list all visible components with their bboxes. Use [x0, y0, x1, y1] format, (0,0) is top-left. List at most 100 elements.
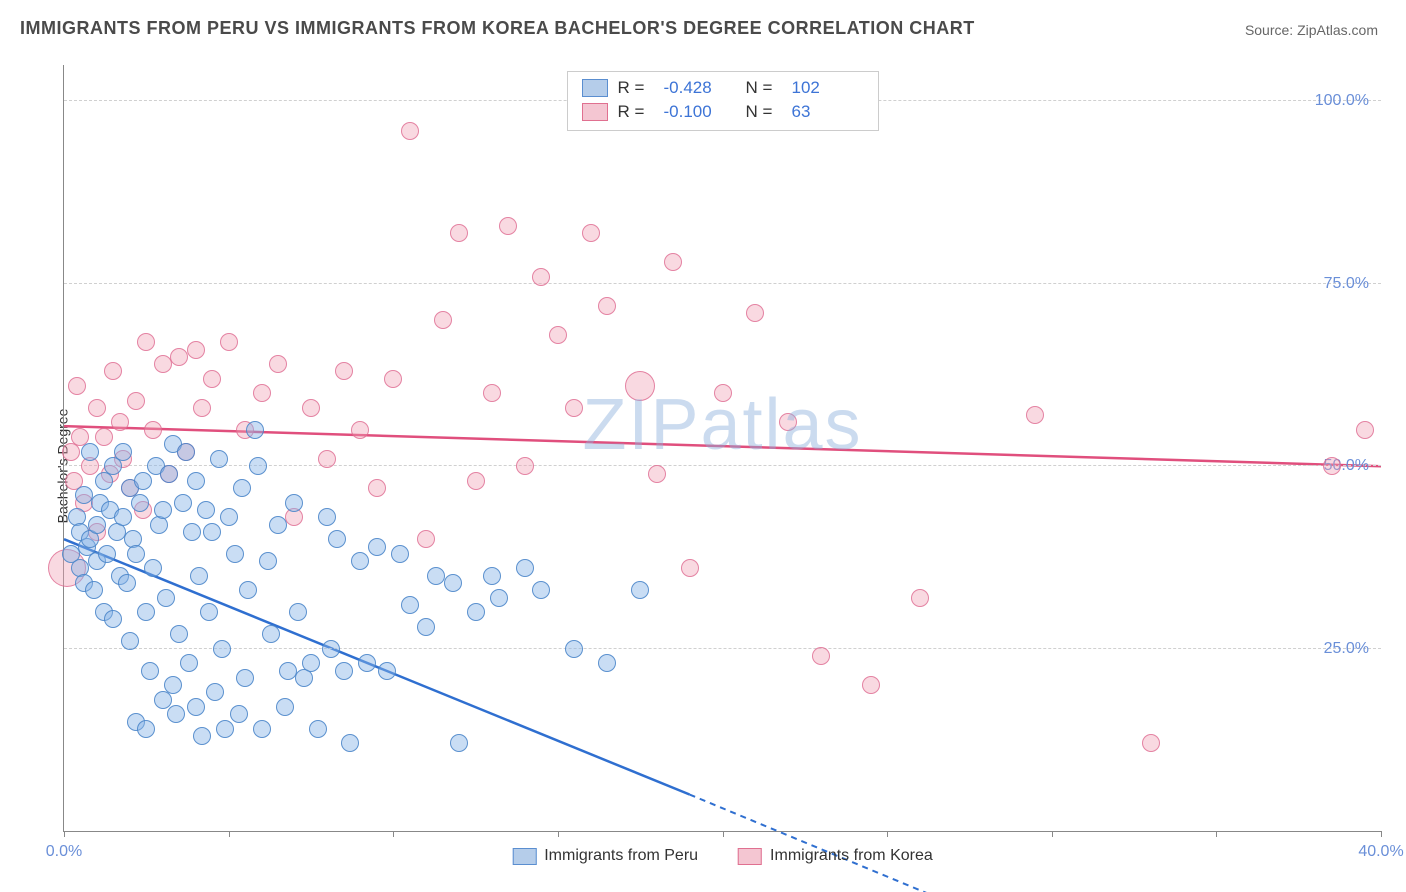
data-point-peru: [134, 472, 152, 490]
data-point-peru: [118, 574, 136, 592]
gridline: [64, 648, 1381, 649]
data-point-peru: [276, 698, 294, 716]
data-point-korea: [549, 326, 567, 344]
data-point-korea: [450, 224, 468, 242]
trend-lines: [64, 65, 1381, 831]
data-point-korea: [779, 413, 797, 431]
data-point-peru: [391, 545, 409, 563]
legend-r-value-korea: -0.100: [664, 100, 736, 124]
source-link[interactable]: ZipAtlas.com: [1297, 22, 1378, 38]
legend-swatch-korea: [582, 103, 608, 121]
data-point-korea: [127, 392, 145, 410]
data-point-peru: [358, 654, 376, 672]
legend-n-label: N =: [746, 100, 782, 124]
data-point-korea: [154, 355, 172, 373]
data-point-peru: [131, 494, 149, 512]
data-point-peru: [239, 581, 257, 599]
data-point-korea: [483, 384, 501, 402]
data-point-peru: [137, 720, 155, 738]
data-point-korea: [187, 341, 205, 359]
xtick: [887, 831, 888, 837]
data-point-korea: [68, 377, 86, 395]
data-point-korea: [302, 399, 320, 417]
data-point-korea: [582, 224, 600, 242]
ytick-label: 75.0%: [1324, 275, 1369, 293]
data-point-peru: [75, 486, 93, 504]
data-point-korea: [648, 465, 666, 483]
data-point-korea: [812, 647, 830, 665]
chart-title: IMMIGRANTS FROM PERU VS IMMIGRANTS FROM …: [20, 18, 975, 39]
data-point-peru: [269, 516, 287, 534]
data-point-peru: [565, 640, 583, 658]
data-point-korea: [137, 333, 155, 351]
legend-n-label: N =: [746, 76, 782, 100]
series-label-peru: Immigrants from Peru: [544, 847, 698, 865]
data-point-peru: [378, 662, 396, 680]
data-point-korea: [335, 362, 353, 380]
data-point-peru: [401, 596, 419, 614]
data-point-peru: [104, 610, 122, 628]
data-point-korea: [598, 297, 616, 315]
data-point-korea: [384, 370, 402, 388]
data-point-korea: [714, 384, 732, 402]
data-point-korea: [911, 589, 929, 607]
data-point-peru: [88, 516, 106, 534]
data-point-peru: [532, 581, 550, 599]
data-point-peru: [187, 698, 205, 716]
data-point-korea: [1026, 406, 1044, 424]
data-point-korea: [417, 530, 435, 548]
legend-n-value-korea: 63: [792, 100, 864, 124]
data-point-peru: [246, 421, 264, 439]
data-point-korea: [144, 421, 162, 439]
xtick: [229, 831, 230, 837]
data-point-korea: [88, 399, 106, 417]
data-point-peru: [190, 567, 208, 585]
data-point-peru: [164, 676, 182, 694]
data-point-peru: [483, 567, 501, 585]
gridline: [64, 283, 1381, 284]
data-point-peru: [598, 654, 616, 672]
series-label-korea: Immigrants from Korea: [770, 847, 933, 865]
trend-line-dashed-peru: [690, 795, 953, 892]
data-point-peru: [81, 443, 99, 461]
data-point-peru: [226, 545, 244, 563]
data-point-peru: [309, 720, 327, 738]
data-point-peru: [85, 581, 103, 599]
data-point-peru: [206, 683, 224, 701]
data-point-peru: [253, 720, 271, 738]
data-point-peru: [444, 574, 462, 592]
data-point-peru: [141, 662, 159, 680]
data-point-peru: [631, 581, 649, 599]
data-point-peru: [230, 705, 248, 723]
data-point-korea: [220, 333, 238, 351]
data-point-peru: [187, 472, 205, 490]
legend-swatch-peru: [582, 79, 608, 97]
plot-area: ZIPatlas R = -0.428 N = 102 R = -0.100 N…: [63, 65, 1381, 832]
data-point-peru: [167, 705, 185, 723]
data-point-peru: [177, 443, 195, 461]
series-legend-korea: Immigrants from Korea: [738, 847, 933, 865]
data-point-peru: [279, 662, 297, 680]
data-point-peru: [450, 734, 468, 752]
xtick: [558, 831, 559, 837]
data-point-peru: [174, 494, 192, 512]
xtick-label: 40.0%: [1358, 843, 1403, 861]
ytick-label: 100.0%: [1315, 92, 1369, 110]
data-point-peru: [213, 640, 231, 658]
series-swatch-peru: [512, 848, 536, 865]
xtick: [1216, 831, 1217, 837]
data-point-korea: [95, 428, 113, 446]
data-point-peru: [285, 494, 303, 512]
data-point-peru: [351, 552, 369, 570]
data-point-peru: [170, 625, 188, 643]
data-point-korea: [253, 384, 271, 402]
data-point-korea: [1323, 457, 1341, 475]
legend-row-korea: R = -0.100 N = 63: [582, 100, 864, 124]
correlation-legend: R = -0.428 N = 102 R = -0.100 N = 63: [567, 71, 879, 131]
chart-container: Bachelor's Degree ZIPatlas R = -0.428 N …: [15, 55, 1391, 877]
data-point-peru: [220, 508, 238, 526]
data-point-peru: [368, 538, 386, 556]
xtick-label: 0.0%: [46, 843, 82, 861]
data-point-korea: [1142, 734, 1160, 752]
data-point-peru: [144, 559, 162, 577]
